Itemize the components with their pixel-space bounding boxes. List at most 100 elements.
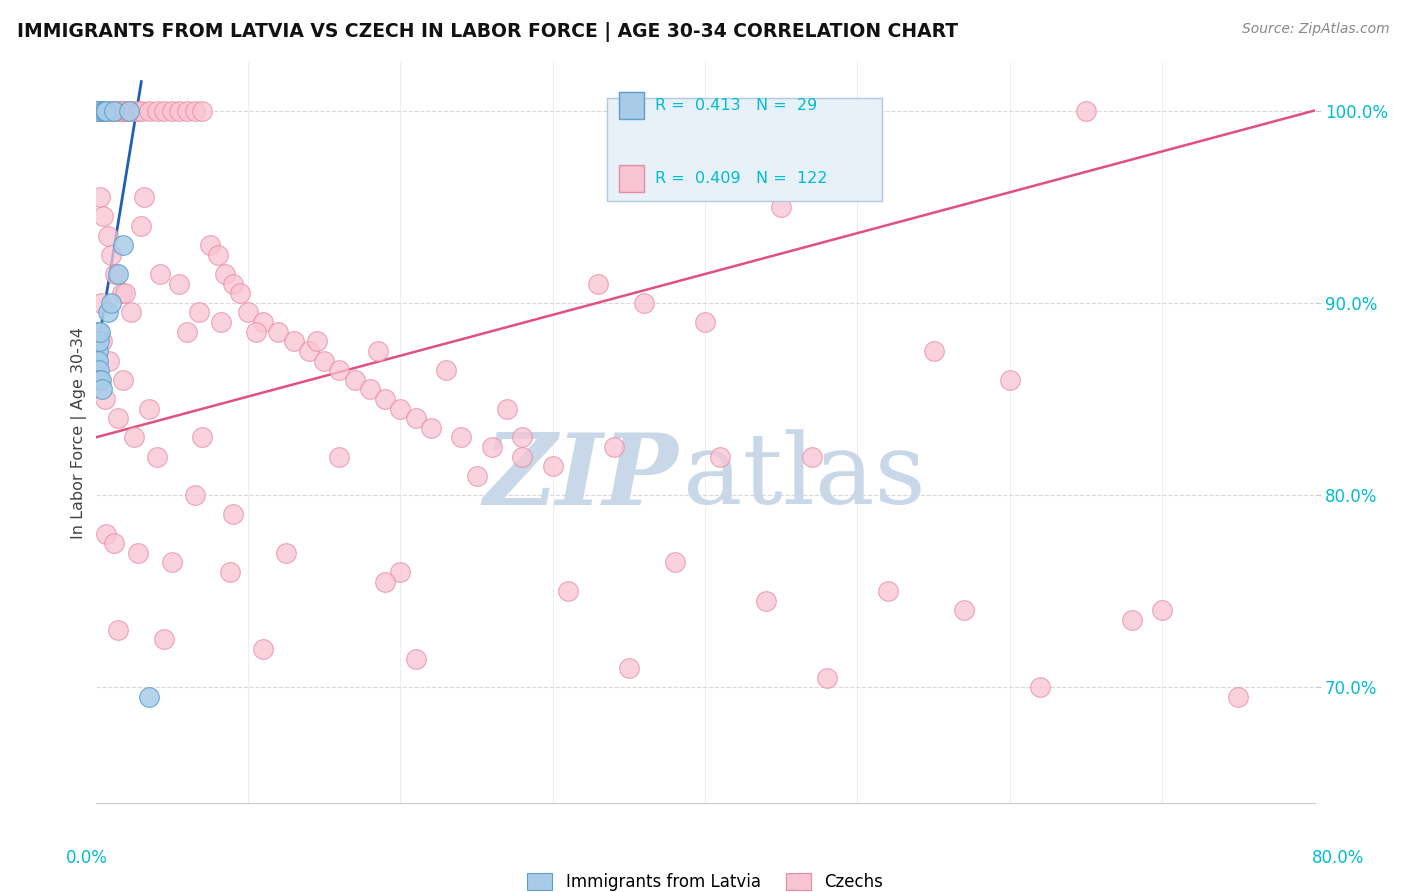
Point: [134, 190, 156, 204]
Point: [90, 334, 112, 349]
Point: [450, 430, 472, 444]
Point: [434, 363, 457, 377]
Point: [105, 103, 128, 118]
Point: [366, 343, 388, 358]
Point: [389, 565, 412, 579]
Point: [374, 392, 396, 406]
Point: [98, 353, 121, 368]
Point: [103, 103, 125, 118]
Point: [110, 286, 132, 301]
Point: [236, 305, 259, 319]
Point: [846, 152, 869, 166]
Point: [87, 103, 110, 118]
Point: [100, 248, 122, 262]
Point: [305, 334, 328, 349]
Point: [84, 103, 107, 118]
Point: [86, 325, 108, 339]
Point: [91, 103, 114, 118]
Point: [90, 295, 112, 310]
Point: [218, 565, 240, 579]
Point: [267, 325, 290, 339]
Text: R =  0.409   N =  122: R = 0.409 N = 122: [655, 171, 828, 186]
Text: IMMIGRANTS FROM LATVIA VS CZECH IN LABOR FORCE | AGE 30-34 CORRELATION CHART: IMMIGRANTS FROM LATVIA VS CZECH IN LABOR…: [17, 22, 957, 42]
Point: [160, 103, 183, 118]
Point: [922, 343, 945, 358]
Point: [86, 103, 108, 118]
Point: [359, 382, 381, 396]
Point: [107, 623, 129, 637]
Point: [214, 267, 236, 281]
Point: [112, 238, 135, 252]
Point: [112, 373, 135, 387]
Point: [127, 546, 149, 560]
Point: [100, 103, 122, 118]
Text: Source: ZipAtlas.com: Source: ZipAtlas.com: [1241, 22, 1389, 37]
Point: [283, 334, 305, 349]
Point: [800, 450, 823, 464]
Point: [90, 373, 112, 387]
Point: [245, 325, 267, 339]
Point: [465, 469, 488, 483]
Point: [108, 103, 131, 118]
Point: [120, 305, 142, 319]
Point: [107, 267, 129, 281]
Point: [131, 103, 153, 118]
Point: [87, 363, 110, 377]
Text: 0.0%: 0.0%: [66, 849, 108, 867]
Point: [138, 690, 160, 704]
Point: [191, 103, 214, 118]
Point: [94, 103, 117, 118]
Point: [695, 315, 717, 329]
Point: [86, 103, 108, 118]
Point: [207, 248, 229, 262]
Point: [86, 103, 108, 118]
Point: [86, 103, 108, 118]
Point: [86, 103, 108, 118]
Point: [405, 651, 427, 665]
Text: atlas: atlas: [683, 429, 927, 524]
Point: [138, 103, 160, 118]
Point: [664, 556, 686, 570]
Point: [252, 315, 274, 329]
Point: [328, 450, 350, 464]
Point: [1152, 603, 1174, 617]
Point: [617, 661, 640, 675]
Point: [1029, 681, 1052, 695]
Point: [1227, 690, 1250, 704]
Point: [149, 267, 172, 281]
Point: [877, 584, 900, 599]
Point: [89, 190, 111, 204]
Point: [183, 488, 205, 502]
Point: [87, 334, 110, 349]
Point: [815, 671, 838, 685]
Point: [89, 103, 111, 118]
Point: [314, 353, 336, 368]
Y-axis label: In Labor Force | Age 30-34: In Labor Force | Age 30-34: [72, 326, 87, 539]
Point: [115, 103, 138, 118]
Point: [96, 103, 118, 118]
Point: [633, 295, 655, 310]
Point: [188, 305, 211, 319]
Text: ZIP: ZIP: [484, 429, 678, 525]
Point: [97, 103, 120, 118]
Point: [169, 277, 191, 291]
Point: [252, 642, 274, 657]
Point: [209, 315, 232, 329]
Point: [602, 440, 624, 454]
Point: [274, 546, 297, 560]
Point: [298, 343, 321, 358]
Point: [87, 103, 110, 118]
Point: [103, 536, 125, 550]
Text: R =  0.413   N =  29: R = 0.413 N = 29: [655, 98, 817, 112]
Point: [112, 103, 135, 118]
Point: [169, 103, 191, 118]
Point: [94, 103, 117, 118]
Point: [419, 421, 441, 435]
Point: [541, 459, 564, 474]
Point: [145, 450, 167, 464]
Point: [91, 209, 114, 223]
Point: [96, 526, 118, 541]
Point: [87, 353, 110, 368]
Point: [127, 103, 149, 118]
Point: [98, 103, 121, 118]
